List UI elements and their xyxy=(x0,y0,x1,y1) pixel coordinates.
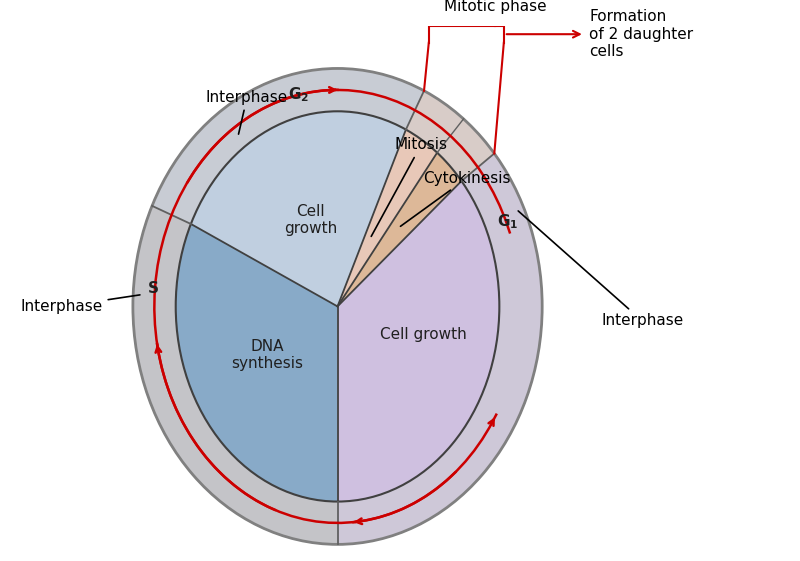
Polygon shape xyxy=(338,130,437,306)
Text: Cytokinesis: Cytokinesis xyxy=(401,171,510,226)
Text: Interphase: Interphase xyxy=(518,211,683,328)
Text: Formation
of 2 daughter
cells: Formation of 2 daughter cells xyxy=(590,10,694,59)
Text: DNA
synthesis: DNA synthesis xyxy=(231,339,303,371)
Text: $\mathbf{G_2}$: $\mathbf{G_2}$ xyxy=(289,85,310,104)
Polygon shape xyxy=(152,68,424,224)
Polygon shape xyxy=(191,111,406,306)
Text: Interphase: Interphase xyxy=(206,90,288,134)
Text: Mitosis: Mitosis xyxy=(371,137,448,236)
Ellipse shape xyxy=(176,111,499,502)
Polygon shape xyxy=(338,153,462,306)
Polygon shape xyxy=(338,181,499,502)
Polygon shape xyxy=(338,154,542,544)
Text: Cell growth: Cell growth xyxy=(380,327,467,342)
Polygon shape xyxy=(406,91,494,181)
Ellipse shape xyxy=(133,68,542,544)
Text: Cell
growth: Cell growth xyxy=(284,204,337,236)
Text: $\mathbf{S}$: $\mathbf{S}$ xyxy=(147,279,159,296)
Text: Interphase: Interphase xyxy=(20,295,140,314)
Polygon shape xyxy=(133,206,338,544)
Text: $\mathbf{G_1}$: $\mathbf{G_1}$ xyxy=(498,213,518,231)
Text: Mitotic phase: Mitotic phase xyxy=(443,0,546,14)
Polygon shape xyxy=(176,224,338,502)
